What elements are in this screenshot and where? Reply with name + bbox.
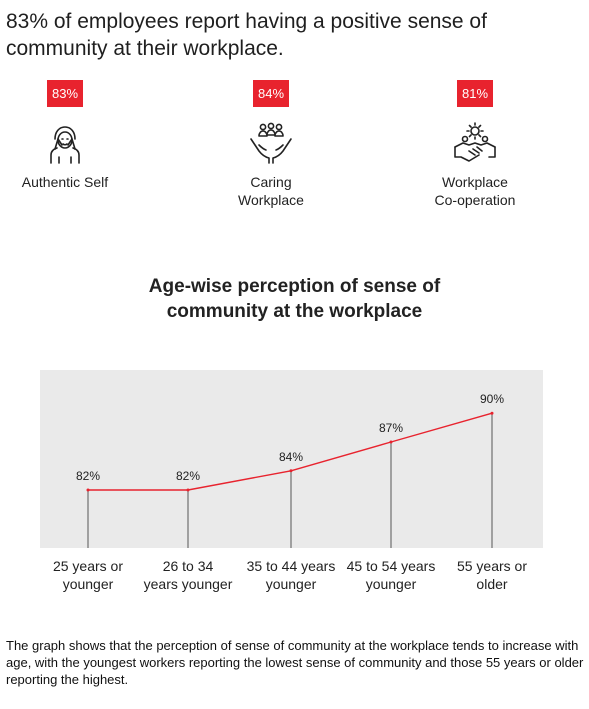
data-label: 90% xyxy=(480,392,504,406)
data-point xyxy=(186,488,190,492)
headline: 83% of employees report having a positiv… xyxy=(6,10,487,60)
stat-badge: 84% xyxy=(252,80,290,107)
data-label: 82% xyxy=(176,469,200,483)
stat-label: Workplace Co-operation xyxy=(434,174,516,208)
stat-label: Caring Workplace xyxy=(238,174,304,208)
x-tick-label: 35 to 44 years younger xyxy=(247,558,336,592)
data-label: 87% xyxy=(379,421,403,435)
x-tick-label: 55 years or older xyxy=(457,558,527,592)
data-point xyxy=(490,411,494,415)
data-label: 82% xyxy=(76,469,100,483)
stat-authentic-self: 83% Authentic Self xyxy=(0,80,140,191)
data-point xyxy=(289,469,293,473)
stat-workplace-cooperation: 81% Workplace Co-operation xyxy=(400,80,550,209)
stat-badge: 81% xyxy=(456,80,494,107)
chart-title: Age-wise perception of sense of communit… xyxy=(148,276,441,322)
footnote: The graph shows that the perception of s… xyxy=(6,638,584,687)
data-point xyxy=(389,440,393,444)
age-perception-line-chart: 82% 82% 84% 87% 90% 25 years or younger 26 to 3… xyxy=(40,370,543,592)
data-point xyxy=(86,488,90,492)
person-hands-on-face-icon xyxy=(50,126,80,164)
stat-caring-workplace: 84% Caring Workplace xyxy=(196,80,346,209)
x-tick-label: 25 years or younger xyxy=(53,558,123,592)
stat-badge: 83% xyxy=(46,80,84,107)
x-tick-label: 45 to 54 years younger xyxy=(347,558,436,592)
hands-holding-people-icon xyxy=(250,122,292,164)
data-label: 84% xyxy=(279,450,303,464)
stat-label: Authentic Self xyxy=(21,174,109,190)
x-tick-label: 26 to 34 years younger xyxy=(144,558,233,592)
handshake-gear-icon xyxy=(454,122,496,162)
